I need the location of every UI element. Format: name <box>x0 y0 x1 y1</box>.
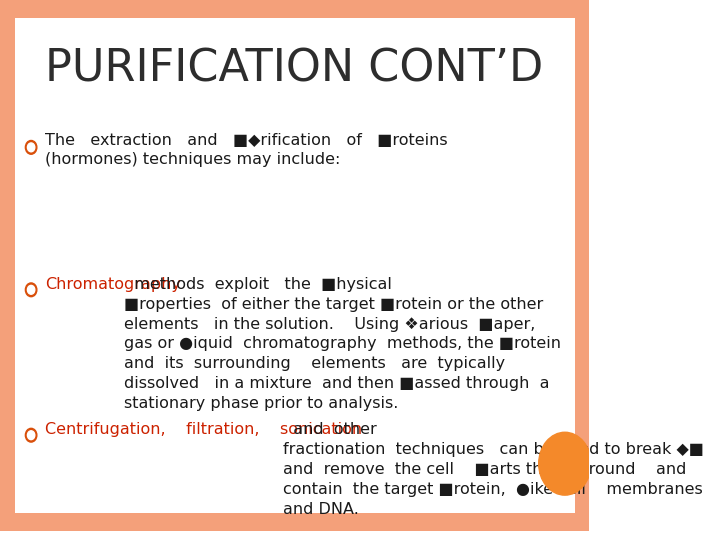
Circle shape <box>27 143 35 152</box>
FancyBboxPatch shape <box>0 0 14 530</box>
Text: PURIFICATION CONT’D: PURIFICATION CONT’D <box>45 47 544 90</box>
FancyBboxPatch shape <box>0 0 590 18</box>
Text: The   extraction   and   ■◆rification   of   ■roteins
(hormones) techniques may : The extraction and ■◆rification of ■rote… <box>45 133 448 167</box>
FancyBboxPatch shape <box>575 0 590 530</box>
Circle shape <box>27 431 35 440</box>
Circle shape <box>25 428 37 442</box>
FancyBboxPatch shape <box>0 513 590 530</box>
Circle shape <box>27 285 35 294</box>
Text: methods  exploit   the  ■hysical
■roperties  of either the target ■rotein or the: methods exploit the ■hysical ■roperties … <box>124 277 561 411</box>
Text: Centrifugation,    filtration,    sonication: Centrifugation, filtration, sonication <box>45 422 362 437</box>
Text: and  other
fractionation  techniques   can be ◆sed to break ◆■
and  remove  the : and other fractionation techniques can b… <box>283 422 703 517</box>
Circle shape <box>25 140 37 154</box>
Text: Chromatography: Chromatography <box>45 277 181 292</box>
Circle shape <box>25 283 37 296</box>
Circle shape <box>539 432 591 495</box>
